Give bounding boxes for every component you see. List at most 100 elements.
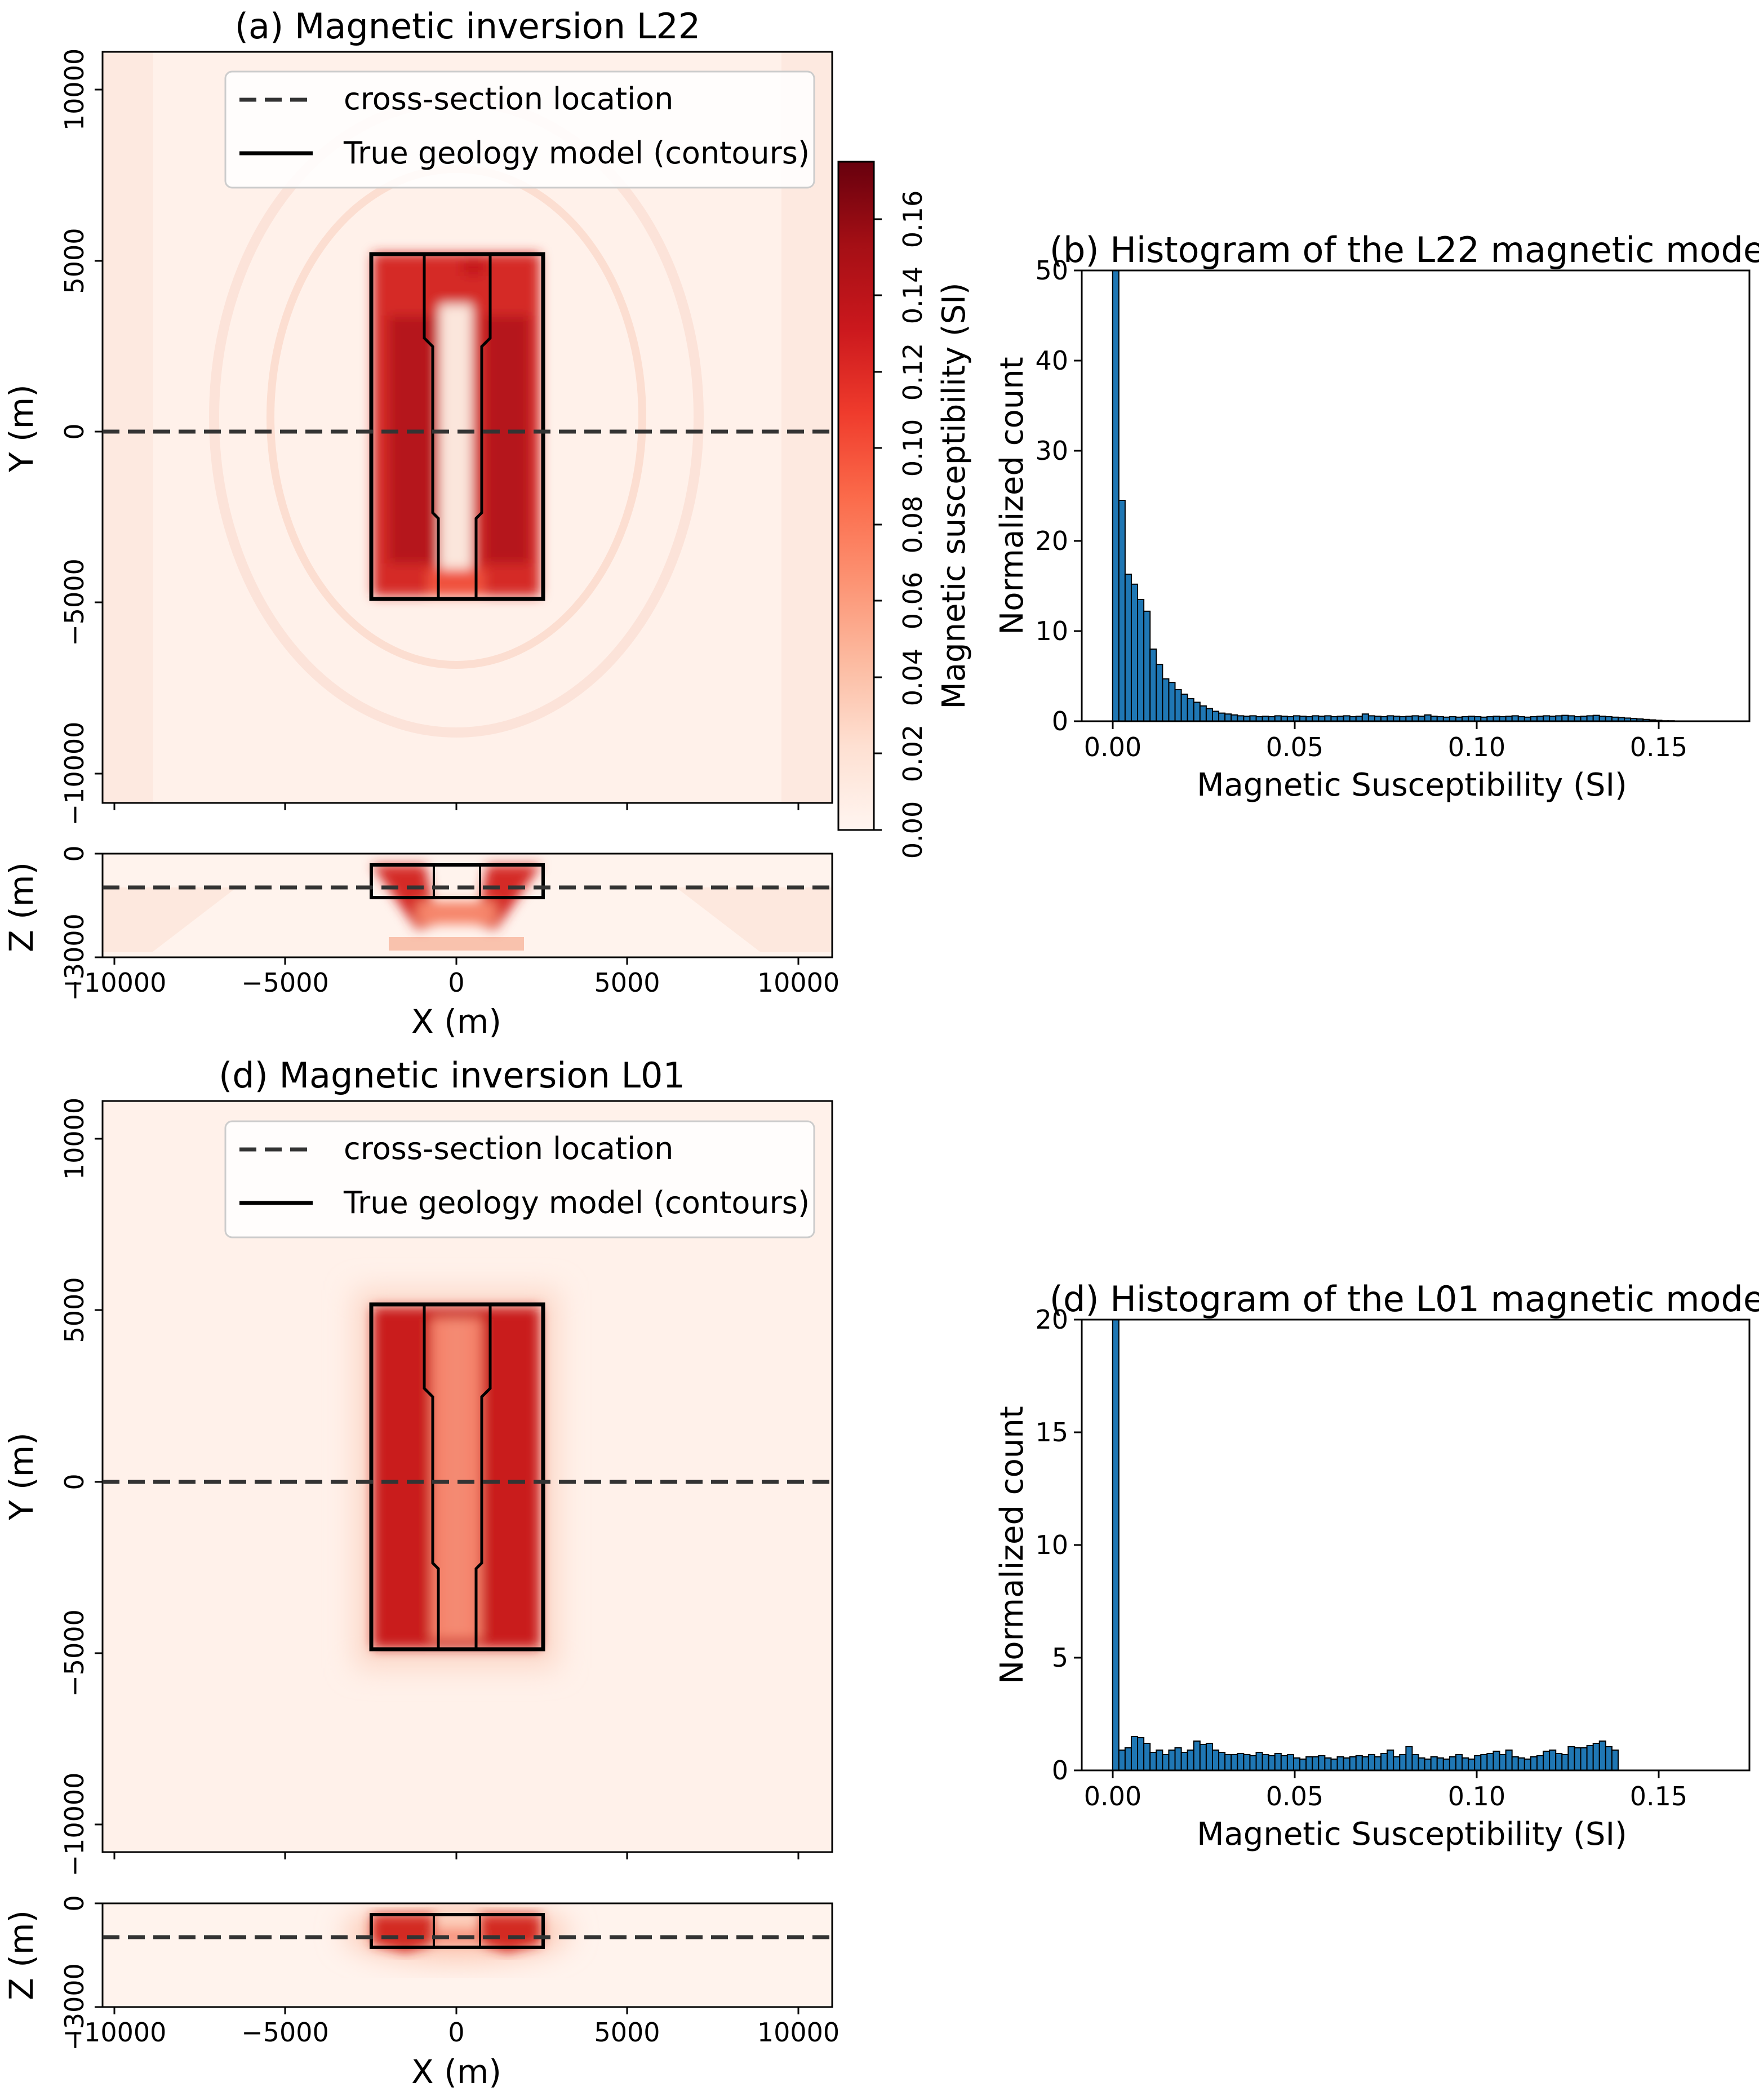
colorbar-tick-label: 0.14	[898, 267, 928, 324]
panel-d2-histogram-bar	[1361, 1756, 1369, 1771]
panel-d-ztick-label: −3000	[59, 1963, 90, 2051]
panel-d2-histogram-bar	[1162, 1754, 1170, 1771]
panel-b-histogram-bar	[1168, 682, 1176, 722]
panel-d2-xtick-label: 0.15	[1630, 1781, 1687, 1812]
panel-a-ytick-label: −5000	[59, 558, 90, 646]
panel-d2-ylabel: Normalized count	[994, 1406, 1030, 1684]
panel-d2-histogram-bar	[1486, 1753, 1494, 1771]
panel-d2-xtick-label: 0.10	[1448, 1781, 1505, 1812]
panel-a-colorbar: 0.00 0.02 0.04 0.06 0.08 0.10 0.12 0.14 …	[837, 161, 972, 859]
panel-b-histogram-bar	[1137, 599, 1145, 722]
panel-d2-histogram-bar	[1430, 1756, 1438, 1771]
colorbar-tick-label: 0.04	[898, 649, 928, 706]
panel-b-ytick-label: 20	[1035, 526, 1068, 556]
panel-d2-histogram-bar	[1324, 1757, 1332, 1771]
panel-b-ylabel: Normalized count	[994, 357, 1030, 634]
panel-d-xtick-label: 10000	[757, 2017, 839, 2048]
colorbar-tick-label: 0.16	[898, 190, 928, 248]
panel-d2-histogram-bar	[1399, 1754, 1407, 1771]
colorbar-tick-label: 0.02	[898, 725, 928, 782]
panel-d2-histogram-bar	[1255, 1752, 1263, 1771]
panel-d2-histogram-bar	[1374, 1756, 1382, 1771]
panel-b-histogram-bar	[1162, 678, 1170, 722]
panel-a-xtick-label: −5000	[241, 967, 329, 998]
panel-d-ytick-label: −10000	[59, 1773, 90, 1877]
panel-d2-histogram-bar	[1480, 1754, 1488, 1771]
panel-a-map: (a) Magnetic inversion L22	[2, 6, 833, 825]
legend-entry-cross-section: cross-section location	[344, 81, 673, 117]
panel-b-ytick-label: 40	[1035, 345, 1068, 376]
panel-d2-histogram-bar	[1555, 1753, 1563, 1771]
panel-d-ytick-label: 10000	[59, 1098, 90, 1180]
panel-d2-histogram-bar	[1523, 1759, 1531, 1771]
panel-b-ytick-label: 30	[1035, 436, 1068, 466]
panel-d2-histogram-bar	[1299, 1759, 1307, 1771]
panel-a-xtick-label: 0	[448, 967, 464, 998]
panel-b-histogram-bar	[1561, 714, 1569, 722]
panel-d2-histogram-bar	[1137, 1737, 1145, 1771]
panel-d2-histogram-bar	[1199, 1744, 1207, 1771]
panel-d2-histogram-bar	[1355, 1755, 1363, 1771]
panel-b-histogram-bar	[1199, 705, 1207, 722]
panel-b-xtick-label: 0.05	[1266, 732, 1323, 762]
panel-a-zlabel: Z (m)	[2, 862, 41, 952]
panel-d2-histogram-bar	[1149, 1752, 1157, 1771]
panel-d2-ytick-label: 20	[1035, 1304, 1068, 1335]
panel-d2-histogram-bar	[1462, 1757, 1469, 1771]
panel-d2-histogram-bar	[1499, 1754, 1507, 1771]
panel-d2-histogram-bar	[1418, 1757, 1425, 1771]
panel-a-ytick-label: 0	[59, 423, 90, 439]
colorbar-tick-label: 0.06	[898, 572, 928, 629]
panel-d2-histogram-bar	[1174, 1747, 1182, 1771]
panel-d2-histogram-bar	[1168, 1750, 1176, 1771]
panel-b-histogram-bar	[1143, 610, 1151, 722]
panel-d2-histogram-bar	[1280, 1755, 1288, 1771]
panel-d2-histogram-bar	[1380, 1753, 1388, 1771]
panel-d2-histogram-bar	[1580, 1747, 1588, 1771]
panel-d2-histogram-bar	[1367, 1754, 1375, 1771]
panel-b-histogram-bar	[1124, 574, 1132, 722]
panel-a-xtick-label: 5000	[594, 967, 660, 998]
panel-a-yticks: 10000 5000 0 −5000 −10000	[59, 48, 103, 825]
panel-b-ytick-label: 0	[1052, 706, 1068, 736]
panel-a-ytick-label: 5000	[59, 228, 90, 294]
panel-d2-histogram-bar	[1112, 1319, 1120, 1771]
panel-b-histogram-bar	[1130, 583, 1139, 722]
panel-b-histogram-bar	[1592, 714, 1600, 722]
colorbar-tick-label: 0.08	[898, 496, 928, 553]
legend-entry-cross-section: cross-section location	[344, 1131, 673, 1166]
panel-d2-histogram-bar	[1305, 1756, 1313, 1771]
panel-a-xtick-label: −10000	[63, 967, 167, 998]
panel-d2-histogram-bar	[1493, 1751, 1500, 1771]
panel-d2-histogram-bar	[1274, 1753, 1282, 1771]
panel-d2-histogram-bar	[1180, 1752, 1188, 1771]
panel-b-histogram-bar	[1174, 689, 1182, 722]
panel-d-ytick-label: 0	[59, 1473, 90, 1490]
panel-d2-xtick-label: 0.00	[1084, 1781, 1141, 1812]
panel-d-yticks: 10000 5000 0 −5000 −10000	[59, 1098, 103, 1877]
panel-d2-histogram-bar	[1312, 1756, 1320, 1771]
panel-d2-histogram-bar	[1511, 1756, 1519, 1771]
panel-d2-histogram-bar	[1243, 1754, 1251, 1771]
panel-d2-ytick-label: 5	[1052, 1642, 1068, 1673]
legend-entry-geology: True geology model (contours)	[343, 1185, 810, 1220]
panel-d2-histogram-bar	[1249, 1755, 1257, 1771]
panel-d2-ytick-label: 10	[1035, 1530, 1068, 1560]
panel-d-histogram: (d) Histogram of the L01 magnetic model …	[994, 1278, 1759, 1853]
panel-d2-histogram-bar	[1536, 1755, 1544, 1771]
panel-d-zlabel: Z (m)	[2, 1910, 41, 2000]
panel-b-histogram-bar	[1211, 711, 1220, 722]
panel-a-title: (a) Magnetic inversion L22	[235, 6, 700, 47]
panel-d2-histogram-bar	[1393, 1756, 1401, 1771]
panel-d2-histogram-bar	[1405, 1746, 1413, 1771]
panel-d2-histogram-bar	[1505, 1750, 1513, 1771]
panel-d2-histogram-bar	[1156, 1750, 1163, 1771]
panel-d2-histogram-bar	[1468, 1759, 1476, 1771]
panel-d2-histogram-bar	[1455, 1754, 1463, 1771]
panel-b-xtick-label: 0.10	[1448, 732, 1505, 762]
panel-b-histogram-bar	[1224, 713, 1232, 722]
panel-d-ytick-label: −5000	[59, 1609, 90, 1697]
panel-b-histogram: (b) Histogram of the L22 magnetic model …	[994, 229, 1759, 803]
panel-d-xtick-label: −5000	[241, 2017, 329, 2048]
